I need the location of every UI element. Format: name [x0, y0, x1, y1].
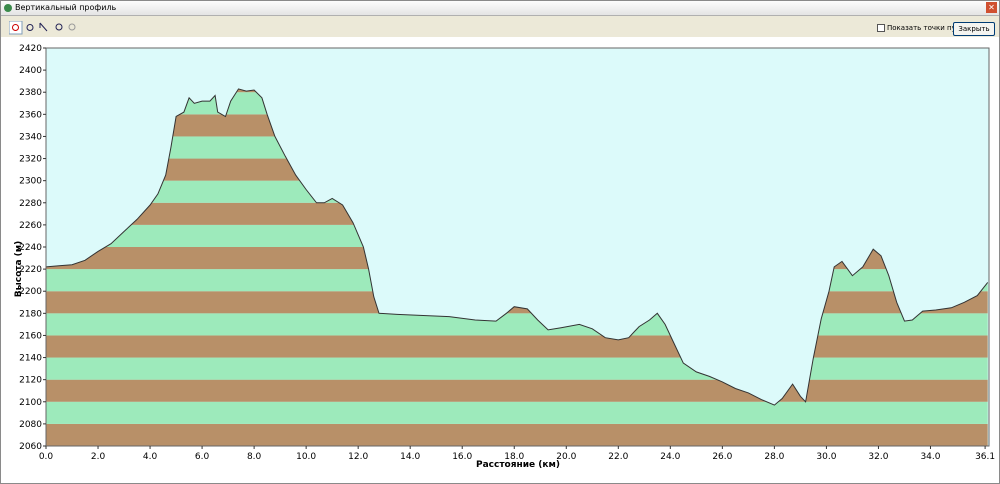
y-tick-label: 2240 [19, 243, 42, 253]
y-tick-label: 2420 [19, 44, 42, 54]
y-tick-label: 2340 [19, 132, 42, 142]
y-tick-label: 2220 [19, 265, 42, 275]
elevation-band [46, 379, 988, 402]
y-axis-label: Высота (м) [14, 241, 24, 298]
y-tick-label: 2140 [19, 354, 42, 364]
close-x[interactable]: ✕ [986, 2, 997, 13]
chart: Высота (м) Расстояние (км) 2060 2080 2100 2… [1, 37, 999, 483]
x-tick-label: 30.0 [816, 452, 836, 462]
y-tick-label: 2360 [19, 110, 42, 120]
y-tick-label: 2320 [19, 155, 42, 165]
title-bar: Вертикальный профиль ✕ [1, 1, 999, 16]
x-axis-label: Расстояние (км) [476, 460, 560, 470]
x-tick-label: 20.0 [556, 452, 576, 462]
elevation-band [46, 357, 988, 380]
x-tick-label: 24.0 [660, 452, 680, 462]
x-tick-label: 4.0 [143, 452, 158, 462]
window-title: Вертикальный профиль [15, 3, 117, 12]
x-tick-label: 36.1 [975, 452, 995, 462]
y-tick-label: 2180 [19, 309, 42, 319]
y-tick-label: 2060 [19, 442, 42, 452]
x-tick-label: 2.0 [91, 452, 106, 462]
x-tick-label: 6.0 [195, 452, 210, 462]
x-tick-label: 18.0 [504, 452, 524, 462]
elevation-band [46, 423, 988, 446]
y-tick-label: 2160 [19, 331, 42, 341]
elevation-band [46, 313, 988, 336]
y-tick-label: 2120 [19, 376, 42, 386]
x-tick-label: 32.0 [868, 452, 888, 462]
x-tick-label: 26.0 [712, 452, 732, 462]
x-tick-label: 34.0 [920, 452, 940, 462]
profile-line [45, 88, 989, 406]
x-tick-label: 10.0 [296, 452, 316, 462]
x-tick-label: 16.0 [452, 452, 472, 462]
elevation-band [46, 335, 988, 358]
x-tick-label: 14.0 [400, 452, 420, 462]
x-tick-label: 0.0 [39, 452, 54, 462]
y-tick-label: 2200 [19, 287, 42, 297]
y-tick-label: 2100 [19, 398, 42, 408]
elevation-band [46, 401, 988, 424]
waypoints-checkbox[interactable]: Показать точки пути [877, 24, 964, 32]
x-tick-label: 28.0 [764, 452, 784, 462]
x-tick-label: 12.0 [348, 452, 368, 462]
app-icon [4, 4, 12, 12]
y-tick-label: 2400 [19, 66, 42, 76]
close-button[interactable]: Закрыть [953, 22, 995, 36]
x-tick-label: 8.0 [247, 452, 262, 462]
toolbar [9, 21, 76, 35]
x-tick-label: 22.0 [608, 452, 628, 462]
checkbox-label: Показать точки пути [887, 24, 965, 32]
y-tick-label: 2300 [19, 177, 42, 187]
y-tick-label: 2080 [19, 420, 42, 430]
y-tick-label: 2280 [19, 199, 42, 209]
y-tick-label: 2260 [19, 221, 42, 231]
y-tick-label: 2380 [19, 88, 42, 98]
